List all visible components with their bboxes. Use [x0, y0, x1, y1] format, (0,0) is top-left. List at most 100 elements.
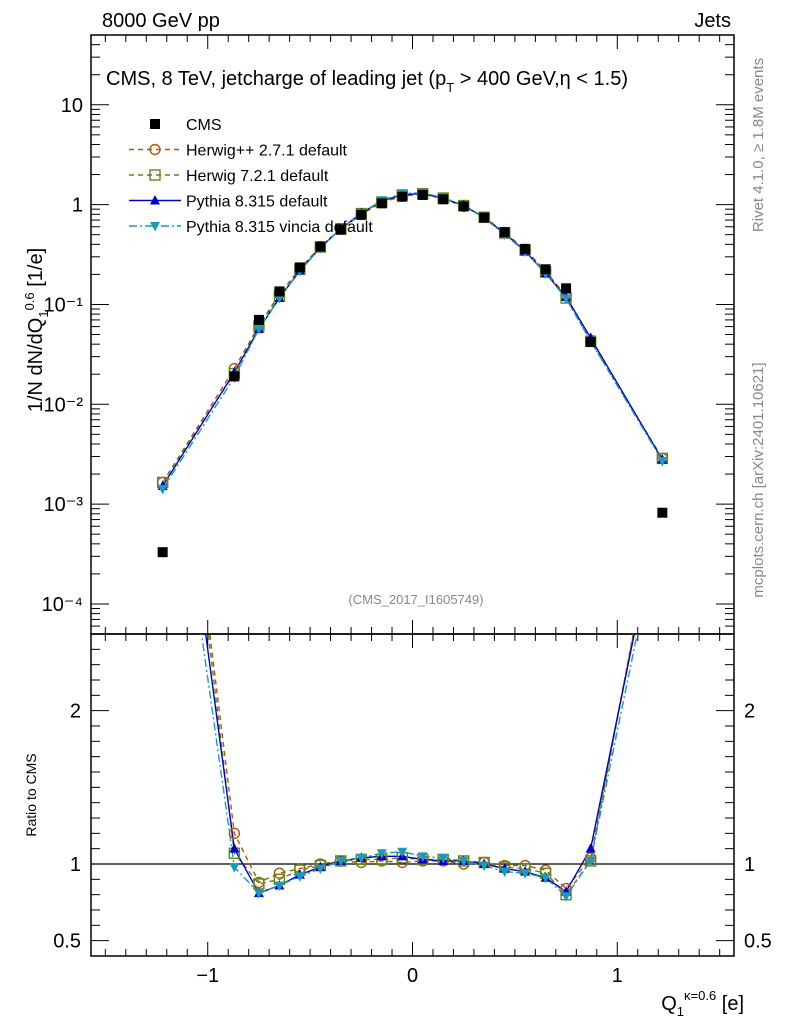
ratio-point	[376, 849, 387, 859]
ratio-point	[229, 863, 240, 873]
ratio-point	[294, 872, 305, 882]
y-tick-label: 10⁻⁴	[42, 594, 83, 616]
x-axis-label: Q1κ=0.6 [e]	[661, 988, 744, 1019]
axes: −1 0 1 10⁻⁴ 10⁻³ 10⁻² 10⁻¹ 1 10 0.5 0.5 1 1 2 2	[42, 34, 772, 987]
cms-point	[253, 314, 264, 325]
ratio-point	[273, 867, 286, 879]
title-part-2: > 400 GeV,η < 1.5)	[454, 68, 628, 90]
ratio-markers	[158, 246, 667, 902]
ratio-point	[499, 867, 510, 878]
header-right: Jets	[694, 10, 731, 32]
cms-point	[585, 337, 596, 348]
svg-text:1/N dN/dQ10.6 [1/e]: 1/N dN/dQ10.6 [1/e]	[22, 248, 51, 412]
ratio-point	[158, 246, 168, 256]
cms-point	[274, 286, 285, 297]
y-tick-label: 10	[61, 95, 83, 117]
cms-point	[294, 262, 305, 273]
cms-point	[157, 547, 168, 558]
ratio-point	[158, 307, 168, 317]
ratio-point	[458, 856, 469, 867]
ratio-point	[657, 476, 667, 486]
data-point	[157, 484, 168, 495]
ratio-line-1	[207, 634, 635, 896]
cms-point	[397, 191, 408, 202]
ratio-point	[657, 491, 667, 501]
ratio-point	[274, 881, 285, 891]
cms-point	[417, 189, 428, 200]
legend-marker	[149, 169, 161, 181]
x-tick-label: 1	[612, 965, 623, 987]
cms-point	[499, 227, 510, 238]
analysis-id: (CMS_2017_I1605749)	[348, 592, 483, 607]
mcplots-label: mcplots.cern.ch [arXiv:2401.10621]	[750, 362, 767, 597]
legend-label: CMS	[186, 117, 222, 134]
cms-point	[438, 194, 449, 205]
ratio-line-3	[200, 634, 638, 898]
ratio-point	[315, 864, 326, 875]
rivet-label: Rivet 4.1.0, ≥ 1.8M events	[750, 58, 767, 232]
cms-point	[315, 241, 326, 252]
ratio-point	[417, 852, 428, 862]
legend-marker	[150, 222, 160, 232]
y-tick-label: 1	[72, 195, 83, 217]
ratio-y-label: Ratio to CMS	[23, 753, 39, 836]
ratio-point	[253, 889, 264, 899]
legend-label: Pythia 8.315 vincia default	[186, 219, 373, 236]
ratio-point	[158, 354, 168, 364]
ratio-point	[229, 843, 240, 853]
header-left: 8000 GeV pp	[102, 10, 220, 32]
data-point	[657, 456, 668, 467]
ratio-point	[561, 892, 572, 902]
cms-point	[458, 201, 469, 212]
ratio-point	[397, 847, 408, 858]
cms-point	[540, 264, 551, 275]
ratio-tick-label-right: 2	[744, 701, 755, 723]
ratio-point	[479, 861, 490, 872]
legend-label: Pythia 8.315 default	[186, 194, 328, 211]
legend-label: Herwig 7.2.1 default	[186, 168, 329, 185]
ratio-point	[585, 843, 596, 853]
title-part-1: CMS, 8 TeV, jetcharge of leading jet (p	[106, 68, 446, 90]
ratio-point	[158, 246, 168, 256]
y-tick-label: 10⁻³	[44, 494, 84, 516]
svg-text:Rivet 4.1.0, ≥ 1.8M events: Rivet 4.1.0, ≥ 1.8M events	[750, 58, 767, 232]
ratio-point	[335, 856, 346, 867]
cms-point	[561, 283, 572, 294]
ratio-point	[585, 856, 596, 867]
ratio-tick-label-right: 0.5	[744, 931, 772, 953]
data-point	[253, 325, 264, 335]
cms-point	[229, 371, 240, 382]
cms-point	[479, 212, 490, 223]
ratio-tick-label: 1	[70, 854, 81, 876]
ratio-tick-label-right: 1	[744, 854, 755, 876]
ratio-point	[540, 873, 551, 884]
ratio-point	[657, 476, 667, 486]
title-sub: T	[446, 80, 454, 95]
x-tick-label: −1	[196, 965, 219, 987]
data-point	[561, 294, 572, 305]
series-lines	[162, 192, 663, 898]
ratio-line-0	[209, 634, 634, 890]
chart-title: CMS, 8 TeV, jetcharge of leading jet (pT…	[106, 68, 628, 95]
ratio-point	[520, 869, 531, 879]
series-markers	[156, 187, 669, 902]
x-tick-label: 0	[407, 965, 418, 987]
legend-label: Herwig++ 2.7.1 default	[186, 143, 348, 160]
cms-point	[657, 507, 668, 518]
ratio-tick-label: 0.5	[53, 931, 81, 953]
ratio-point	[228, 827, 241, 840]
main-markers	[156, 187, 669, 558]
svg-text:mcplots.cern.ch [arXiv:2401.10: mcplots.cern.ch [arXiv:2401.10621]	[750, 362, 767, 597]
ratio-tick-label: 2	[70, 701, 81, 723]
ratio-point	[356, 853, 367, 864]
legend-marker	[149, 143, 161, 156]
y-tick-label: 10⁻¹	[44, 294, 84, 316]
y-axis-label: 1/N dN/dQ10.6 [1/e]	[22, 248, 51, 412]
legend-marker	[150, 119, 160, 129]
y-tick-label: 10⁻²	[44, 394, 84, 416]
legend-marker	[150, 195, 160, 205]
cms-point	[520, 243, 531, 254]
svg-text:Ratio to CMS: Ratio to CMS	[23, 753, 39, 836]
cms-point	[335, 224, 346, 235]
